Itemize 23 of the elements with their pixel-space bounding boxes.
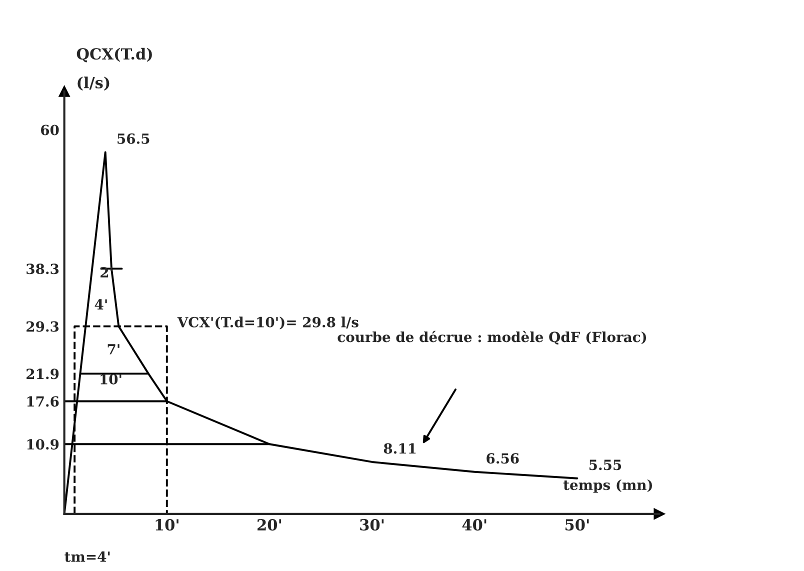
data-label: 6.56 [486,453,519,464]
y-axis-title: QCX(T.d) (l/s) [76,48,152,91]
annotation: 10' [100,374,122,384]
x-tick-label: 40' [462,519,486,531]
y-tick-label: 29.3 [26,321,59,332]
data-label: 5.55 [589,460,622,470]
x-tick-label: 30' [360,519,384,531]
x-tick-label: 10' [156,519,178,531]
text: tm=4' [64,551,110,562]
annotation: 4' [94,299,107,310]
data-label: 56.5 [118,133,150,144]
y-tick-label: 17.6 [27,396,59,407]
x-axis-title: temps (mn) [563,479,652,493]
x-tick-label: 50' [566,519,589,531]
y-tick-label: 60 [41,124,59,136]
annotation: courbe de décrue : modèle QdF (Florac) [338,330,646,344]
data-label: 8.11 [384,443,416,454]
annotation: 7' [108,344,120,354]
y-tick-label: 21.9 [26,368,59,380]
x-tick-label: 20' [258,519,281,531]
annotation: VCX'(T.d=10')= 29.8 l/s [177,316,358,330]
y-tick-label: 10.9 [27,439,59,450]
y-tick-label: 38.3 [26,264,59,274]
